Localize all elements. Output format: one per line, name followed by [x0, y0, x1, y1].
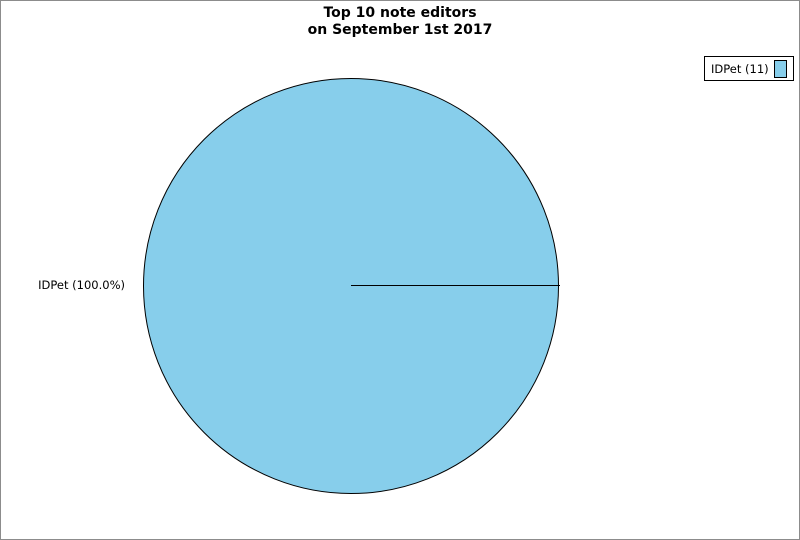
legend: IDPet (11)	[704, 56, 794, 81]
pie-chart	[143, 78, 560, 494]
chart-title: Top 10 note editors on September 1st 201…	[1, 5, 799, 39]
legend-entry-label: IDPet (11)	[711, 61, 769, 76]
legend-swatch	[773, 59, 787, 78]
chart-title-line2: on September 1st 2017	[307, 22, 493, 38]
pie-slice-label: IDPet (100.0%)	[38, 278, 125, 292]
chart-title-line1: Top 10 note editors	[323, 5, 477, 21]
